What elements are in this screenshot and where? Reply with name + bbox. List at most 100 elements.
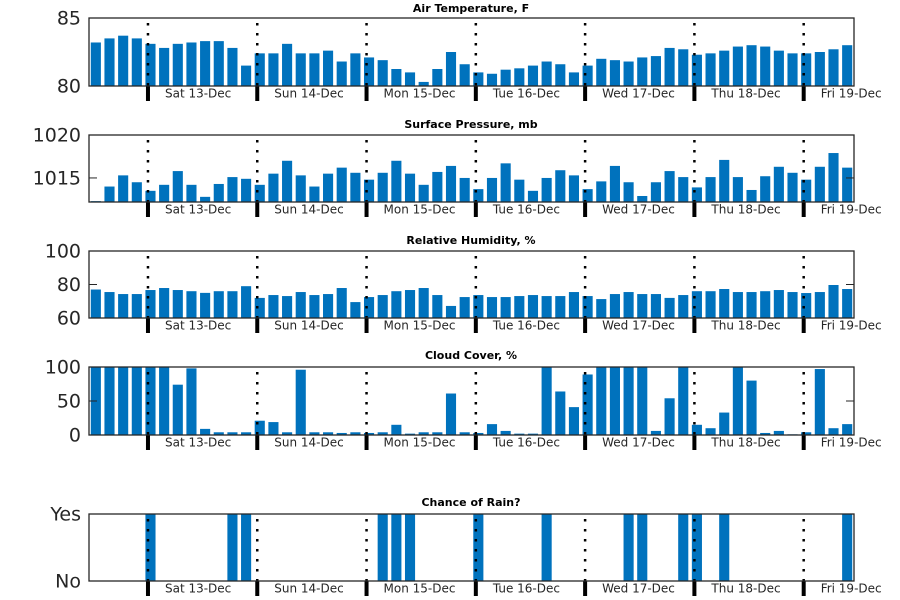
bar bbox=[609, 60, 620, 86]
bar bbox=[541, 177, 552, 202]
x-tick-label: Sat 13-Dec bbox=[165, 319, 231, 333]
bar bbox=[323, 432, 334, 435]
bar bbox=[473, 189, 484, 202]
bar bbox=[678, 295, 689, 318]
bar bbox=[145, 290, 156, 318]
bar bbox=[350, 53, 361, 86]
bar bbox=[268, 173, 279, 202]
bar bbox=[445, 52, 457, 86]
bar bbox=[186, 42, 197, 86]
bar bbox=[732, 367, 743, 435]
bar bbox=[801, 53, 812, 86]
bar bbox=[650, 56, 661, 86]
y-tick-label: 80 bbox=[57, 76, 81, 98]
bar bbox=[691, 514, 702, 581]
bar bbox=[609, 367, 620, 435]
bar bbox=[500, 430, 511, 435]
bar bbox=[678, 514, 689, 581]
y-tick-label: 0 bbox=[69, 425, 81, 447]
bar bbox=[418, 432, 429, 435]
bar bbox=[432, 171, 443, 202]
bar bbox=[514, 296, 525, 318]
y-tick-label: 50 bbox=[57, 391, 81, 413]
bar bbox=[145, 514, 156, 581]
bar bbox=[719, 412, 730, 435]
bar bbox=[568, 292, 580, 318]
bar bbox=[732, 177, 743, 202]
bar bbox=[104, 367, 115, 435]
bar bbox=[363, 179, 375, 202]
bar bbox=[459, 64, 470, 86]
bar bbox=[145, 43, 156, 86]
bar bbox=[514, 179, 525, 202]
bar bbox=[200, 41, 211, 86]
bar bbox=[213, 41, 224, 86]
bar bbox=[555, 296, 566, 318]
x-tick-label: Sun 14-Dec bbox=[274, 436, 343, 450]
x-tick-label: Sun 14-Dec bbox=[274, 319, 343, 333]
bar bbox=[309, 295, 320, 318]
bar bbox=[172, 384, 183, 435]
bar bbox=[200, 196, 211, 202]
bar bbox=[336, 61, 347, 86]
bar bbox=[118, 175, 129, 202]
bar bbox=[145, 367, 156, 435]
bar bbox=[623, 292, 634, 318]
bar bbox=[555, 170, 566, 202]
bar bbox=[104, 38, 115, 86]
bar bbox=[200, 428, 211, 435]
bar bbox=[582, 65, 593, 86]
bar bbox=[650, 182, 661, 202]
chart-title: Air Temperature, F bbox=[413, 2, 529, 15]
bar bbox=[282, 296, 293, 318]
bar bbox=[391, 69, 402, 86]
bar bbox=[582, 374, 593, 435]
bar bbox=[186, 291, 197, 318]
bar bbox=[760, 291, 771, 318]
bar bbox=[254, 420, 265, 435]
bar bbox=[623, 182, 634, 202]
bar bbox=[760, 176, 771, 202]
bar bbox=[350, 302, 361, 318]
bar bbox=[172, 43, 183, 86]
y-tick-label: 1015 bbox=[33, 167, 81, 189]
bar bbox=[814, 292, 825, 318]
bar bbox=[637, 367, 648, 435]
bar bbox=[773, 430, 784, 435]
bar bbox=[459, 177, 470, 202]
bar bbox=[131, 367, 142, 435]
bar bbox=[104, 292, 115, 318]
x-tick-label: Fri 19-Dec bbox=[821, 436, 882, 450]
bar bbox=[814, 52, 825, 86]
x-tick-label: Thu 18-Dec bbox=[710, 319, 780, 333]
bar bbox=[254, 53, 265, 86]
bar bbox=[500, 297, 511, 318]
bar bbox=[760, 432, 771, 435]
bar bbox=[336, 167, 347, 202]
bar bbox=[172, 290, 183, 318]
bar bbox=[241, 178, 252, 202]
surface-pressure-panel: Surface Pressure, mb Sat 13-Dec Sun 14-De… bbox=[33, 118, 882, 217]
air-temperature-panel: Air Temperature, F Sat 13-Dec Sun 14-Dec M… bbox=[57, 2, 882, 101]
bar bbox=[664, 171, 675, 202]
bar bbox=[186, 368, 197, 435]
bar bbox=[363, 57, 375, 86]
bar bbox=[418, 81, 429, 86]
bar bbox=[145, 190, 156, 202]
bar bbox=[309, 186, 320, 202]
bar bbox=[664, 398, 675, 435]
x-tick-label: Sat 13-Dec bbox=[165, 87, 231, 101]
bar bbox=[637, 57, 648, 86]
bar bbox=[801, 432, 812, 435]
bar bbox=[500, 69, 511, 86]
bar bbox=[159, 184, 170, 202]
bar bbox=[664, 297, 675, 318]
bar bbox=[555, 391, 566, 435]
bar bbox=[200, 292, 211, 319]
bar bbox=[309, 53, 320, 86]
y-tick-label: 1020 bbox=[33, 125, 81, 147]
bar bbox=[432, 69, 443, 86]
bar bbox=[842, 289, 853, 318]
bar bbox=[377, 295, 388, 318]
chart-title: Cloud Cover, % bbox=[425, 349, 517, 362]
